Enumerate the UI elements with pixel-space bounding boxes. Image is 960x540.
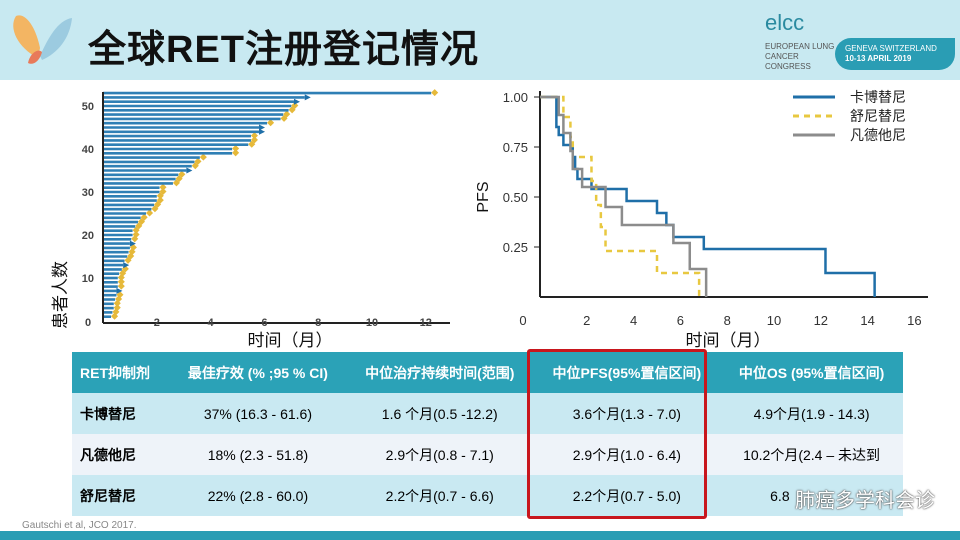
table-cell: 6.8	[720, 475, 903, 516]
x-tick-label: 4	[208, 317, 215, 329]
ongoing-arrow-marker	[259, 128, 266, 135]
bottom-bar	[0, 531, 960, 540]
table-cell: 舒尼替尼	[72, 475, 170, 516]
y-tick-label: 50	[82, 101, 94, 113]
event-diamond-marker	[159, 183, 167, 191]
x-tick-label: 16	[907, 313, 921, 328]
table-cell: 10.2个月(2.4 – 未达到	[720, 434, 903, 475]
table-cell: 4.9个月(1.9 - 14.3)	[720, 393, 903, 434]
x-tick-label: 2	[154, 317, 160, 329]
y-tick-label: 30	[82, 187, 94, 199]
x-tick-label: 6	[677, 313, 684, 328]
congress-location: GENEVA SWITZERLAND	[845, 44, 937, 53]
table-cell: 1.6 个月(0.5 -12.2)	[345, 393, 534, 434]
km-curve-2	[540, 95, 708, 297]
y-tick-label: 0.50	[503, 190, 528, 205]
km-curve-0	[540, 95, 876, 297]
x-tick-label: 12	[420, 317, 432, 329]
y-tick-label: 1.00	[503, 90, 528, 105]
table-cell: 凡德他尼	[72, 434, 170, 475]
event-diamond-marker	[431, 89, 439, 97]
ongoing-arrow-marker	[129, 240, 136, 247]
table-cell: 2.2个月(0.7 - 6.6)	[345, 475, 534, 516]
x-tick-label: 6	[261, 317, 267, 329]
x-axis-label: 时间（月）	[248, 331, 333, 350]
x-tick-label: 8	[315, 317, 321, 329]
x-tick-label: 10	[366, 317, 378, 329]
y-axis-label: PFS	[475, 181, 492, 212]
event-diamond-marker	[199, 153, 207, 161]
y-axis-label: 患者人数	[51, 261, 70, 329]
footnote: Gautschi et al, JCO 2017.	[22, 520, 137, 531]
page-title: 全球RET注册登记情况	[88, 29, 480, 71]
legend-label: 舒尼替尼	[850, 108, 906, 124]
results-table: RET抑制剂 最佳疗效 (% ;95 % CI) 中位治疗持续时间(范围) 中位…	[72, 352, 903, 516]
column-header: 最佳疗效 (% ;95 % CI)	[169, 352, 346, 393]
y-tick-label: 10	[82, 273, 94, 285]
event-diamond-marker	[283, 110, 291, 118]
ongoing-arrow-marker	[293, 98, 300, 105]
event-diamond-marker	[132, 230, 140, 239]
ongoing-arrow-marker	[116, 287, 123, 294]
butterfly-logo-icon	[13, 15, 72, 64]
event-diamond-marker	[159, 187, 167, 196]
table-cell: 22% (2.8 - 60.0)	[169, 475, 346, 516]
pfs-highlight-box	[527, 349, 707, 519]
table-cell: 2.9个月(1.0 - 6.4)	[533, 434, 721, 475]
table-row: 舒尼替尼 22% (2.8 - 60.0) 2.2个月(0.7 - 6.6) 2…	[72, 475, 903, 516]
table-cell: 18% (2.3 - 51.8)	[169, 434, 346, 475]
legend-label: 卡博替尼	[850, 89, 906, 105]
ongoing-arrow-marker	[186, 167, 193, 174]
event-diamond-marker	[232, 149, 240, 157]
x-tick-label: 4	[630, 313, 637, 328]
table-row: 凡德他尼 18% (2.3 - 51.8) 2.9个月(0.8 - 7.1) 2…	[72, 434, 903, 475]
x-tick-label: 8	[724, 313, 731, 328]
ongoing-arrow-marker	[304, 94, 311, 101]
column-header: 中位治疗持续时间(范围)	[345, 352, 534, 393]
y-tick-label: 0.25	[503, 240, 528, 255]
header-bar: 全球RET注册登记情况 elcc EUROPEAN LUNG CANCER CO…	[0, 0, 960, 80]
y-tick-label: 20	[82, 230, 94, 242]
x-tick-label: 12	[814, 313, 828, 328]
column-header: RET抑制剂	[72, 352, 170, 393]
table-header-row: RET抑制剂 最佳疗效 (% ;95 % CI) 中位治疗持续时间(范围) 中位…	[72, 352, 903, 393]
event-diamond-marker	[146, 209, 154, 217]
x-tick-label: 0	[519, 313, 526, 328]
event-diamond-marker	[117, 282, 125, 290]
column-header: 中位PFS(95%置信区间)	[533, 352, 721, 393]
column-header: 中位OS (95%置信区间)	[720, 352, 903, 393]
x-tick-label: 10	[767, 313, 781, 328]
event-diamond-marker	[232, 144, 240, 153]
event-diamond-marker	[140, 213, 148, 221]
congress-name: EUROPEAN LUNG CANCER CONGRESS	[765, 42, 835, 71]
ongoing-arrow-marker	[259, 124, 266, 131]
watermark: 肺癌多学科会诊	[795, 490, 935, 512]
table-cell: 37% (16.3 - 61.6)	[169, 393, 346, 434]
x-tick-label: 2	[583, 313, 590, 328]
legend-label: 凡德他尼	[850, 127, 906, 143]
charts-area: 0 2 4 6 8 10 12 10 20 30 40 50 时间（月） 患者人数 0 2 4 6 8 10 12 14 1…	[51, 89, 928, 350]
table-cell: 2.2个月(0.7 - 5.0)	[533, 475, 721, 516]
event-diamond-marker	[156, 196, 164, 204]
x-axis-label: 时间（月）	[686, 331, 771, 350]
event-diamond-marker	[291, 101, 299, 110]
event-diamond-marker	[113, 304, 121, 312]
x-tick-label: 14	[860, 313, 874, 328]
y-tick-label: 0.75	[503, 140, 528, 155]
event-diamond-marker	[267, 119, 275, 127]
elcc-logo: elcc	[765, 10, 805, 35]
y-tick-label: 40	[82, 144, 94, 156]
table-cell: 2.9个月(0.8 - 7.1)	[345, 434, 534, 475]
congress-dates: 10-13 APRIL 2019	[845, 54, 912, 63]
congress-badge: GENEVA SWITZERLAND 10-13 APRIL 2019	[835, 38, 955, 70]
table-cell: 卡博替尼	[72, 393, 170, 434]
x-tick-label: 0	[85, 317, 91, 329]
table-row: 卡博替尼 37% (16.3 - 61.6) 1.6 个月(0.5 -12.2)…	[72, 393, 903, 434]
event-diamond-marker	[250, 132, 258, 140]
event-diamond-marker	[194, 157, 202, 165]
ongoing-arrow-marker	[123, 262, 130, 269]
event-diamond-marker	[178, 170, 186, 178]
table-cell: 3.6个月(1.3 - 7.0)	[533, 393, 721, 434]
